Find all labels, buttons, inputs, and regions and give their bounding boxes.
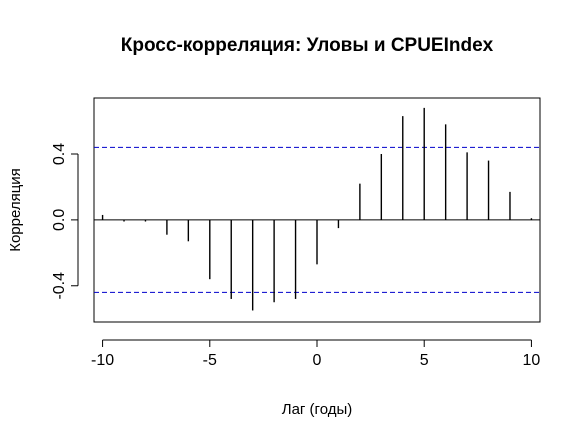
y-axis-label: Корреляция <box>7 168 24 252</box>
x-tick-label: 0 <box>313 352 322 369</box>
ccf-bars <box>101 107 533 311</box>
x-tick-label: -5 <box>203 352 217 369</box>
x-axis-label: Лаг (годы) <box>282 401 353 418</box>
confidence-bounds <box>94 146 540 293</box>
x-tick-label: 10 <box>523 352 541 369</box>
x-axis: -10 -5 0 5 10 <box>91 339 541 369</box>
chart-title: Кросс-корреляция: Уловы и CPUEIndex <box>121 35 494 56</box>
y-tick-label: 0.4 <box>51 143 68 165</box>
y-tick-label: 0.0 <box>51 209 68 231</box>
y-tick-label: -0.4 <box>51 272 68 300</box>
y-axis: -0.4 0.0 0.4 <box>51 143 79 300</box>
x-tick-label: 5 <box>420 352 429 369</box>
x-tick-label: -10 <box>91 352 114 369</box>
plot-area-frame <box>93 97 541 323</box>
